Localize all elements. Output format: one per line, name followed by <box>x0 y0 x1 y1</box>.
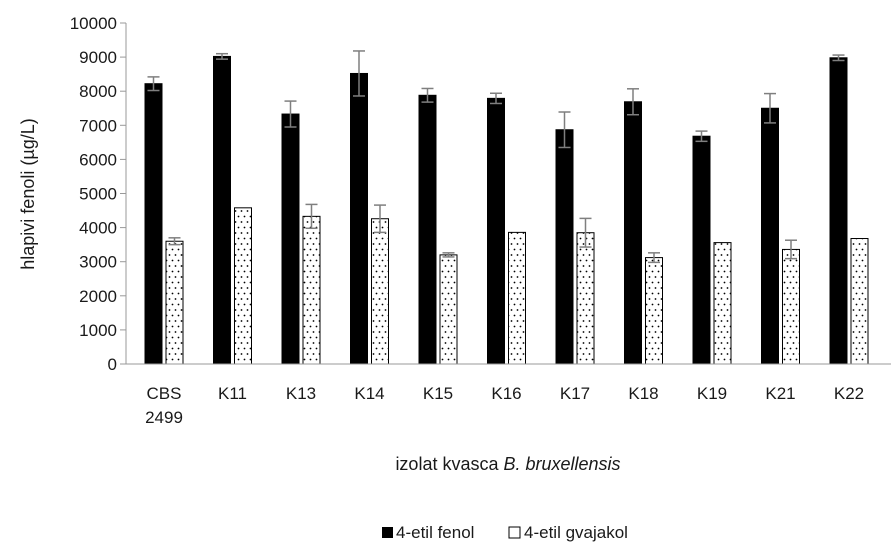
bar-4-etil-fenol <box>761 107 779 365</box>
x-tick-label: K16 <box>491 384 521 403</box>
x-tick-label: K13 <box>286 384 316 403</box>
y-tick-label: 6000 <box>79 150 117 169</box>
bar-4-etil-fenol <box>692 135 711 365</box>
y-tick-label: 5000 <box>79 185 117 204</box>
bar-4-etil-gvajakol <box>782 248 800 365</box>
legend-swatch-4-etil-fenol <box>382 527 393 538</box>
x-tick-label-line: K18 <box>628 384 658 403</box>
x-axis: CBS 2499 K11 K13 K14 K15 K16 K17 K18 K19 K21 K22 <box>126 363 891 427</box>
x-tick-label-line: K17 <box>560 384 590 403</box>
bar-4-etil-gvajakol <box>302 215 321 365</box>
x-tick-label-line: K21 <box>765 384 795 403</box>
x-tick-label-line: K14 <box>354 384 384 403</box>
x-tick-label-line: K15 <box>423 384 453 403</box>
x-axis-title-species: B. bruxellensis <box>503 454 620 474</box>
x-tick-label-line: K22 <box>834 384 864 403</box>
y-tick-label: 0 <box>108 355 117 374</box>
x-tick-label: K14 <box>354 384 384 403</box>
x-tick-label-line: 2499 <box>145 408 183 427</box>
x-tick-label-line: K16 <box>491 384 521 403</box>
y-tick-label: 3000 <box>79 253 117 272</box>
bar-4-etil-fenol <box>487 97 505 365</box>
bar-4-etil-fenol <box>829 57 848 365</box>
bar-4-etil-gvajakol <box>234 207 252 365</box>
x-tick-label: K22 <box>834 384 864 403</box>
y-tick-label: 7000 <box>79 116 117 135</box>
x-axis-title: izolat kvasca B. bruxellensis <box>395 454 620 474</box>
y-tick-label: 10000 <box>70 14 117 33</box>
x-tick-label-line: K13 <box>286 384 316 403</box>
bar-4-etil-gvajakol <box>713 242 732 365</box>
x-tick-label: K15 <box>423 384 453 403</box>
bar-4-etil-fenol <box>555 129 574 365</box>
bar-4-etil-gvajakol <box>645 257 663 365</box>
x-axis-title-text: izolat kvasca <box>395 454 503 474</box>
error-bars-layer <box>147 50 845 264</box>
y-tick-label: 4000 <box>79 219 117 238</box>
x-tick-label: K11 <box>218 384 247 403</box>
bar-4-etil-gvajakol <box>576 232 595 365</box>
x-tick-label-line: K19 <box>697 384 727 403</box>
bar-4-etil-gvajakol <box>508 231 526 365</box>
bars-layer <box>144 55 869 365</box>
y-tick-label: 9000 <box>79 48 117 67</box>
bar-4-etil-gvajakol <box>165 240 184 365</box>
bar-4-etil-fenol <box>213 55 231 365</box>
bar-4-etil-fenol <box>144 83 163 365</box>
y-axis: 0 1000 2000 3000 4000 5000 6000 7000 8000 9000 100… <box>70 14 127 374</box>
bar-4-etil-gvajakol <box>850 238 869 365</box>
x-tick-label: K21 <box>765 384 795 403</box>
bar-4-etil-fenol <box>350 72 368 365</box>
y-tick-label: 2000 <box>79 287 117 306</box>
bar-4-etil-fenol <box>624 101 642 365</box>
legend-label-4-etil-gvajakol: 4-etil gvajakol <box>524 523 628 542</box>
bar-4-etil-gvajakol <box>439 254 458 365</box>
y-tick-label: 1000 <box>79 321 117 340</box>
x-tick-label: K18 <box>628 384 658 403</box>
legend: 4-etil fenol 4-etil gvajakol <box>382 523 628 542</box>
bar-4-etil-fenol <box>418 94 437 365</box>
legend-label-4-etil-fenol: 4-etil fenol <box>396 523 474 542</box>
y-axis-title: hlapivi fenoli (µg/L) <box>18 118 38 269</box>
bar-4-etil-gvajakol <box>371 218 389 365</box>
legend-swatch-4-etil-gvajakol <box>508 526 521 539</box>
bar-4-etil-fenol <box>281 113 300 365</box>
x-tick-label: K19 <box>697 384 727 403</box>
x-tick-label-line: CBS <box>147 384 182 403</box>
x-tick-label-line: K11 <box>218 384 247 403</box>
x-tick-label: K17 <box>560 384 590 403</box>
y-tick-label: 8000 <box>79 82 117 101</box>
x-tick-label: CBS 2499 <box>145 384 183 427</box>
